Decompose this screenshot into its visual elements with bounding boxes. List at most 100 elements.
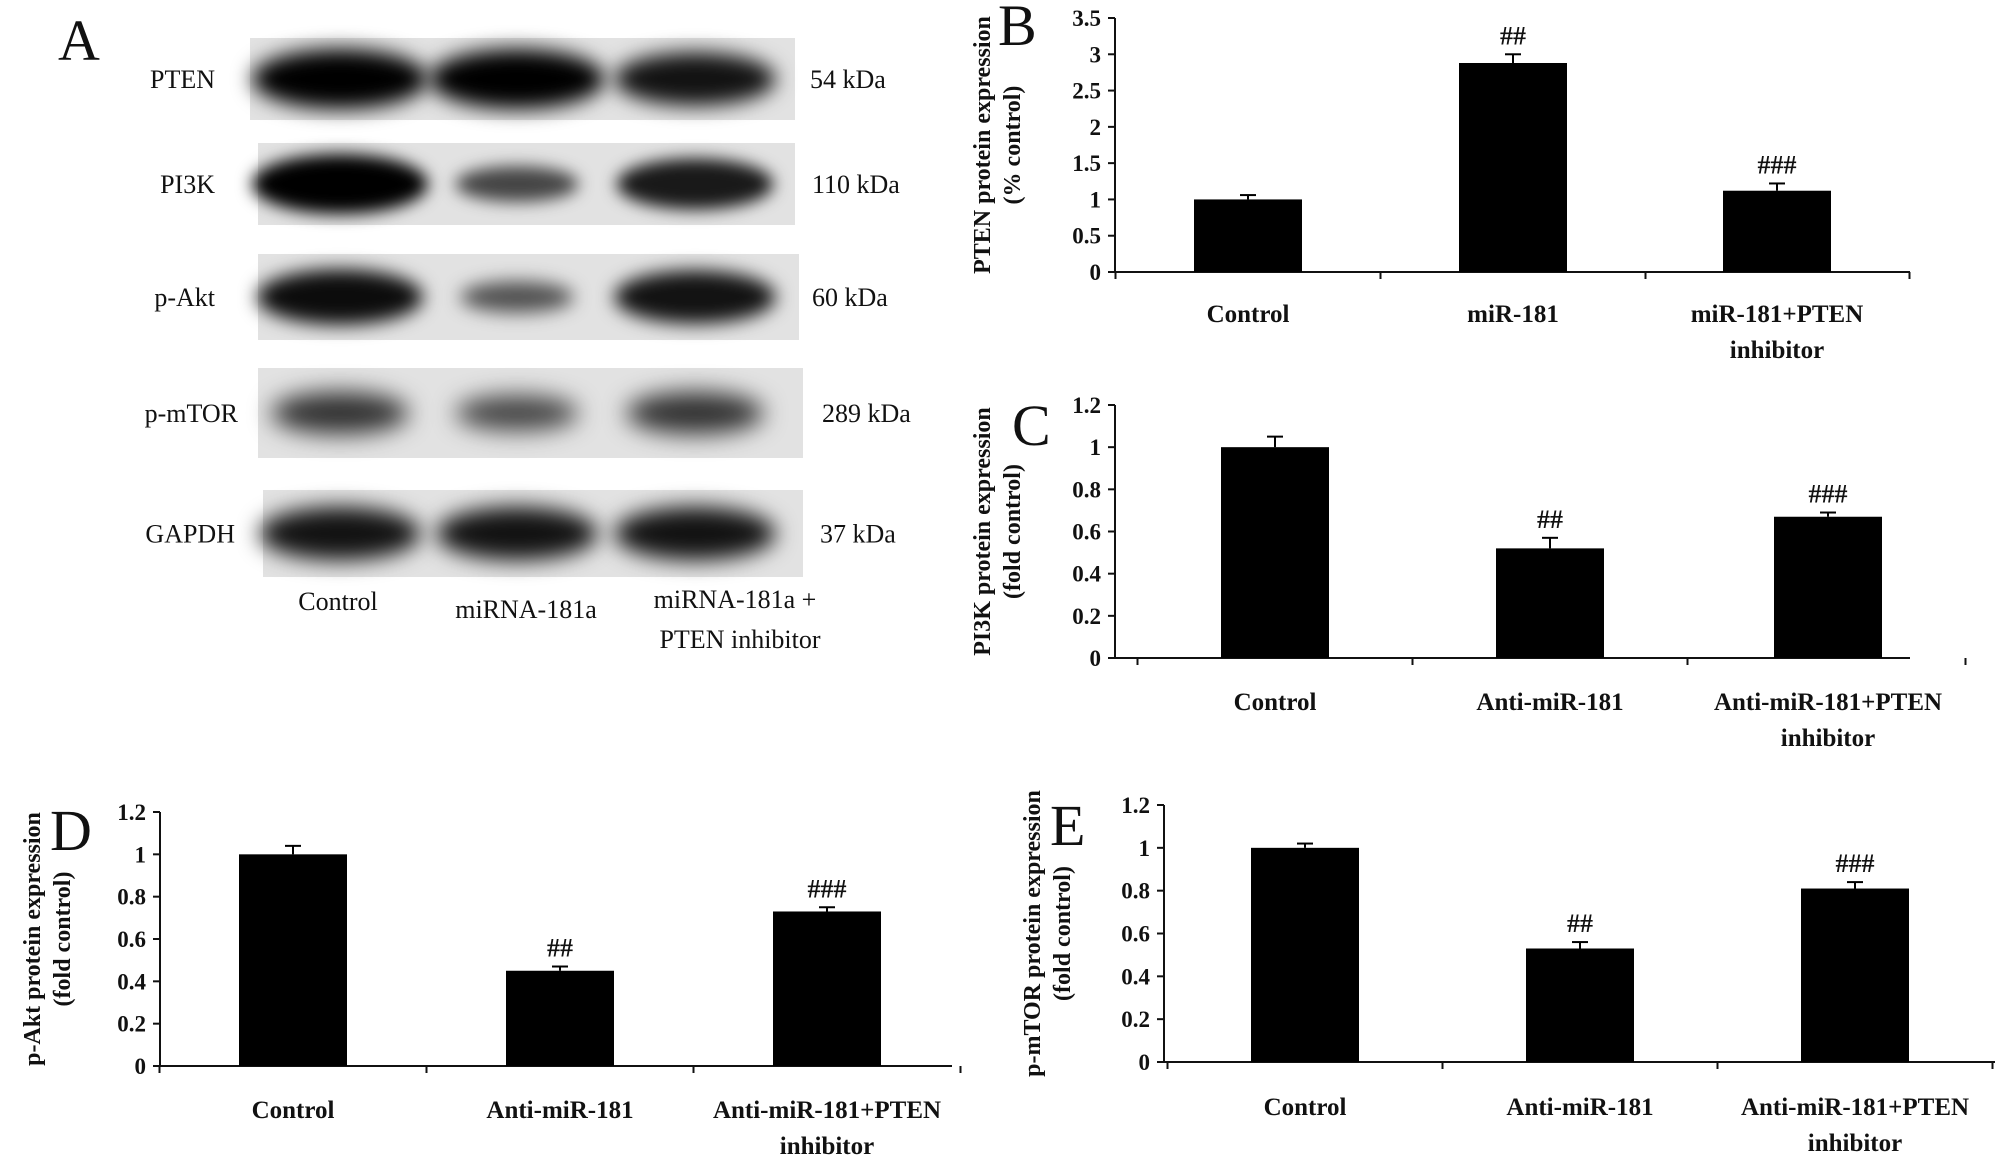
blot-band	[429, 49, 605, 109]
category-label: miR-181	[1467, 301, 1559, 328]
category-label: Anti-miR-181	[1476, 689, 1623, 716]
blot-band	[455, 395, 579, 431]
blot-row-gapdh: GAPDH 37 kDa	[145, 490, 896, 577]
panel-label-c: C	[1012, 393, 1051, 458]
significance-label: ##	[1567, 909, 1593, 938]
chart-b: B 0 0.5 1 1.5 2 2.5 3 3.5 PTEN protein expression…	[970, 0, 1911, 364]
category-label: Anti-miR-181+PTEN inhibitor	[713, 1097, 941, 1159]
blot-protein-label: PI3K	[160, 170, 215, 199]
bar	[773, 911, 881, 1066]
blot-band	[259, 506, 421, 561]
y-axis-label: PTEN protein expression (% control)	[970, 16, 1026, 274]
significance-label: ##	[1537, 505, 1563, 534]
y-tick-label: 0.8	[1072, 477, 1101, 502]
y-tick-label: 2	[1090, 115, 1102, 140]
category-label: miR-181+PTEN inhibitor	[1691, 301, 1864, 364]
y-tick-label: 1.2	[1121, 793, 1150, 818]
significance-label: ###	[808, 874, 847, 903]
bar	[1801, 888, 1909, 1062]
y-tick-label: 0.4	[1072, 562, 1101, 587]
western-blot-panel: A PTEN 54 kDa PI3K 110 kDa p-Akt 60 kDa p-mTOR…	[58, 8, 911, 654]
y-tick-label: 0.6	[1121, 922, 1150, 947]
y-axis-label: p-mTOR protein expression (fold control)	[1020, 790, 1076, 1077]
y-tick-label: 0	[1090, 260, 1102, 285]
y-tick-label: 1	[135, 842, 147, 867]
y-tick-label: 2.5	[1072, 79, 1101, 104]
blot-band	[436, 506, 598, 561]
significance-label: ###	[1836, 849, 1875, 878]
blot-row-p-mtor: p-mTOR 289 kDa	[145, 368, 911, 458]
y-tick-label: 3.5	[1072, 6, 1101, 31]
y-tick-label: 1.2	[1072, 393, 1101, 418]
y-tick-label: 0.2	[1121, 1007, 1150, 1032]
blot-band	[455, 166, 579, 202]
significance-label: ##	[547, 934, 573, 963]
blot-band	[460, 281, 574, 313]
blot-band	[626, 391, 764, 435]
blot-band	[616, 158, 774, 210]
blot-protein-label: p-mTOR	[145, 399, 239, 428]
chart-e: E 0 0.2 0.4 0.6 0.8 1 1.2 p-mTOR protein express…	[1020, 790, 1995, 1157]
chart-d: D 0 0.2 0.4 0.6 0.8 1 1.2 p-Akt protein expressi…	[20, 798, 962, 1160]
blot-protein-label: p-Akt	[154, 283, 215, 312]
category-label: Anti-miR-181+PTEN inhibitor	[1714, 689, 1942, 752]
category-label: Control	[1264, 1094, 1347, 1121]
significance-label: ###	[1809, 480, 1848, 509]
y-axis-label: PI3K protein expression (fold control)	[970, 407, 1026, 655]
bar	[1194, 199, 1302, 272]
blot-row-pi3k: PI3K 110 kDa	[160, 143, 900, 225]
blot-size-label: 60 kDa	[812, 283, 888, 312]
y-tick-label: 0.4	[1121, 964, 1150, 989]
bar	[506, 970, 614, 1066]
blot-band	[252, 154, 428, 214]
panel-label-a: A	[58, 8, 100, 73]
y-tick-label: 0.2	[1072, 604, 1101, 629]
bar	[239, 854, 347, 1066]
category-label: Anti-miR-181+PTEN inhibitor	[1741, 1094, 1969, 1157]
blot-band	[614, 270, 776, 324]
blot-size-label: 37 kDa	[820, 520, 896, 549]
chart-c: C 0 0.2 0.4 0.6 0.8 1 1.2 PI3K protein expressio…	[970, 393, 1967, 752]
blot-lane-label: Control	[298, 587, 377, 616]
bar	[1526, 948, 1634, 1062]
category-label: Control	[1234, 689, 1317, 716]
blot-band	[614, 52, 776, 106]
blot-protein-label: PTEN	[150, 65, 215, 94]
y-axis-label: p-Akt protein expression (fold control)	[20, 812, 76, 1066]
category-label: Control	[1207, 301, 1290, 328]
bar	[1774, 516, 1882, 658]
blot-band	[271, 391, 409, 435]
bar	[1459, 62, 1567, 272]
blot-lane-label: miRNA-181a	[455, 595, 597, 624]
significance-label: ###	[1758, 150, 1797, 179]
panel-label-e: E	[1050, 793, 1085, 858]
blot-protein-label: GAPDH	[145, 520, 235, 549]
significance-label: ##	[1500, 21, 1526, 50]
y-tick-label: 0	[1139, 1050, 1151, 1075]
y-tick-label: 1	[1139, 836, 1151, 861]
y-tick-label: 1	[1090, 435, 1102, 460]
y-tick-label: 0.4	[117, 969, 146, 994]
bar	[1251, 847, 1359, 1062]
y-tick-label: 0.5	[1072, 224, 1101, 249]
y-tick-label: 0.8	[1121, 879, 1150, 904]
bar	[1723, 190, 1831, 272]
y-tick-label: 1.2	[117, 800, 146, 825]
blot-size-label: 110 kDa	[812, 170, 900, 199]
y-tick-label: 1.5	[1072, 151, 1101, 176]
bar	[1496, 548, 1604, 658]
blot-size-label: 289 kDa	[822, 399, 911, 428]
blot-row-pten: PTEN 54 kDa	[150, 38, 886, 120]
y-tick-label: 0.2	[117, 1012, 146, 1037]
category-label: Anti-miR-181	[486, 1097, 633, 1124]
blot-lane-label: PTEN inhibitor	[659, 625, 820, 654]
panel-label-d: D	[50, 798, 92, 863]
y-tick-label: 0.6	[117, 927, 146, 952]
y-tick-label: 1	[1090, 187, 1102, 212]
y-tick-label: 3	[1090, 42, 1102, 67]
y-tick-label: 0	[1090, 646, 1102, 671]
panel-label-b: B	[998, 0, 1037, 58]
blot-band	[614, 506, 776, 561]
